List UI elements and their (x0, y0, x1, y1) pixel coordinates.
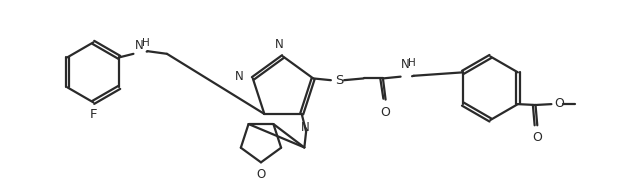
Text: N: N (401, 58, 410, 71)
Text: O: O (256, 168, 266, 179)
Text: N: N (235, 70, 244, 83)
Text: O: O (381, 106, 391, 119)
Text: N: N (275, 38, 284, 51)
Text: S: S (335, 74, 343, 87)
Text: H: H (408, 58, 416, 68)
Text: H: H (142, 38, 150, 48)
Text: F: F (90, 108, 97, 121)
Text: O: O (532, 131, 542, 144)
Text: N: N (135, 39, 144, 52)
Text: N: N (301, 121, 310, 134)
Text: O: O (554, 97, 564, 110)
